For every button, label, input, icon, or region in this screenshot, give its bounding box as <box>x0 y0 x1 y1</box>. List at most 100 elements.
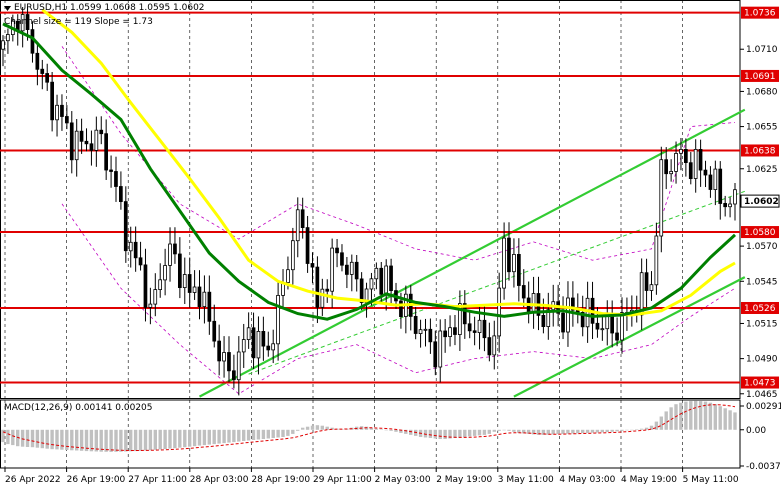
macd-bar <box>723 408 727 430</box>
candle-body <box>241 339 246 353</box>
candle-body <box>50 81 55 121</box>
candle-body <box>487 337 492 356</box>
macd-bar <box>94 429 98 452</box>
macd-bar <box>256 429 261 440</box>
macd-bar <box>163 429 167 449</box>
candle-body <box>212 320 217 342</box>
support-resistance-levels <box>0 11 740 384</box>
candle-body <box>379 267 384 295</box>
macd-bar <box>394 429 398 432</box>
price-tick-label: 1.0465 <box>746 390 778 400</box>
candle-body <box>246 327 251 340</box>
macd-bar <box>202 429 207 446</box>
candle-body <box>25 14 30 31</box>
candle-body <box>521 285 526 299</box>
candle-body <box>580 311 585 328</box>
candle-body <box>60 104 64 117</box>
macd-bar <box>153 429 157 450</box>
candle-body <box>684 148 688 163</box>
macd-bar <box>1 429 5 443</box>
macd-bar <box>6 429 10 445</box>
macd-bar <box>178 429 182 448</box>
macd-bar <box>271 429 275 438</box>
candle-body <box>40 68 45 74</box>
candle-body <box>315 266 320 308</box>
candle-body <box>605 315 610 330</box>
level-price-label: 1.0691 <box>744 72 776 82</box>
macd-bar <box>192 429 197 447</box>
macd-bar <box>551 429 555 435</box>
candle-body <box>659 159 664 237</box>
regression-channel <box>198 108 746 398</box>
candle-body <box>585 297 590 328</box>
candle-body <box>649 284 654 291</box>
candle-body <box>69 122 74 161</box>
level-price-label: 1.0638 <box>744 146 776 156</box>
level-price-label: 1.0526 <box>744 304 776 314</box>
candle-body <box>457 303 462 336</box>
macd-bar <box>242 429 246 441</box>
macd-tick-label: 0.00291 <box>746 402 781 412</box>
ma-fast-line <box>2 22 737 321</box>
symbol-info: EURUSD,H1 1.0599 1.0608 1.0595 1.0602 <box>14 3 205 13</box>
time-tick-label: 27 Apr 11:00 <box>128 475 187 485</box>
macd-bar <box>649 425 654 430</box>
channel-lower-line <box>513 276 746 398</box>
candle-body <box>708 174 713 190</box>
macd-bar <box>531 429 536 435</box>
candle-body <box>384 265 389 295</box>
macd-bar <box>639 428 644 430</box>
candle-body <box>728 203 732 208</box>
macd-bar <box>286 429 290 436</box>
main-pane-background <box>0 0 740 398</box>
candle-body <box>84 140 89 145</box>
macd-pane <box>1 400 737 452</box>
time-axis: 26 Apr 2022 26 Apr 19:00 27 Apr 11:00 28 Ap… <box>4 468 739 485</box>
macd-bar <box>84 429 89 452</box>
macd-bar <box>536 429 541 435</box>
candle-body <box>467 323 472 332</box>
collapse-arrow-icon[interactable] <box>4 6 11 11</box>
candle-body <box>669 170 674 175</box>
candle-body <box>173 243 177 255</box>
price-tick-label: 1.0680 <box>746 87 778 97</box>
macd-bar <box>566 429 570 434</box>
macd-bar <box>276 429 280 438</box>
macd-bar <box>713 404 717 430</box>
candle-body <box>698 148 703 171</box>
macd-bar <box>183 429 187 448</box>
time-tick-label: 29 Apr 11:00 <box>313 475 372 485</box>
candle-body <box>497 287 502 337</box>
time-tick-label: 26 Apr 2022 <box>5 475 61 485</box>
macd-bar <box>320 425 324 430</box>
macd-tick-label: -0.00374 <box>746 462 781 472</box>
candle-body <box>418 329 423 335</box>
macd-bar <box>644 427 649 430</box>
macd-bar <box>330 427 334 430</box>
candle-body <box>79 130 84 142</box>
macd-bar <box>374 428 378 430</box>
price-tick-label: 1.0655 <box>746 123 778 133</box>
level-price-label: 1.0473 <box>744 379 776 389</box>
macd-bar <box>227 429 231 443</box>
candle-body <box>192 286 197 293</box>
time-tick-label: 28 Apr 19:00 <box>251 475 310 485</box>
candle-body <box>566 297 570 333</box>
macd-bar <box>384 429 388 431</box>
macd-bar <box>659 416 663 430</box>
candle-body <box>723 202 728 208</box>
price-tick-label: 1.0515 <box>746 319 778 329</box>
macd-bar <box>301 427 305 430</box>
macd-bar <box>404 429 408 434</box>
macd-bar <box>222 429 226 444</box>
macd-bar <box>79 429 84 451</box>
price-tick-label: 1.0625 <box>746 165 778 175</box>
candle-body <box>512 253 516 273</box>
macd-bar <box>138 429 143 451</box>
level-price-box <box>741 69 779 82</box>
envelope-upper <box>61 46 736 261</box>
macd-bar <box>492 429 496 432</box>
candle-body <box>300 209 305 229</box>
macd-bar <box>620 429 624 431</box>
macd-bar <box>615 429 619 432</box>
